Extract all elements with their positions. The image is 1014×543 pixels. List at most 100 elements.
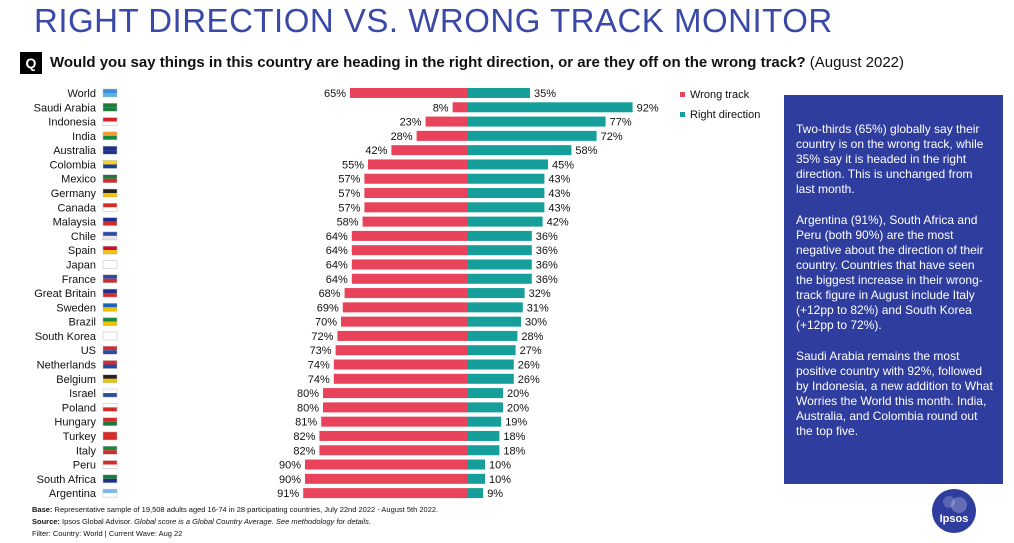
- flag-israel-icon: [102, 388, 118, 398]
- question-text: Would you say things in this country are…: [50, 54, 904, 71]
- flag-bottom-italy: [103, 450, 117, 455]
- bar-wrong-mexico: [364, 173, 467, 184]
- flag-south-korea-icon: [102, 331, 118, 341]
- flag-australia-icon: [102, 145, 118, 155]
- flag-bottom-indonesia: [103, 121, 117, 126]
- bar-right-peru: [467, 459, 485, 470]
- bar-right-italy: [467, 445, 500, 456]
- flag-top-world: [103, 89, 117, 93]
- value-wrong-australia: 42%: [365, 145, 387, 157]
- flag-top-turkey: [103, 431, 117, 436]
- flag-top-colombia: [103, 160, 117, 165]
- value-wrong-south-africa: 90%: [279, 474, 301, 486]
- value-right-peru: 10%: [489, 460, 511, 472]
- bar-wrong-australia: [391, 145, 467, 156]
- flag-top-south-africa: [103, 474, 117, 479]
- footer-source-label: Source:: [32, 517, 60, 526]
- flag-bottom-canada: [103, 207, 117, 212]
- value-right-colombia: 45%: [552, 159, 574, 171]
- bar-right-germany: [467, 188, 545, 199]
- bar-right-netherlands: [467, 359, 514, 370]
- bar-wrong-japan: [351, 259, 467, 270]
- bar-wrong-malaysia: [362, 216, 467, 227]
- category-label-israel: Israel: [69, 388, 96, 400]
- flag-france-icon: [102, 274, 118, 284]
- flag-bottom-mexico: [103, 178, 117, 183]
- flag-bottom-us: [103, 350, 117, 355]
- flag-bottom-argentina: [103, 493, 117, 498]
- value-wrong-south-korea: 72%: [311, 331, 333, 343]
- value-right-chile: 36%: [536, 231, 558, 243]
- flag-sweden-icon: [102, 303, 118, 312]
- flag-turkey-icon: [102, 431, 118, 441]
- bar-right-brazil: [467, 316, 521, 327]
- value-wrong-chile: 64%: [326, 231, 348, 243]
- value-right-turkey: 18%: [503, 431, 525, 443]
- flag-spain-icon: [102, 245, 118, 255]
- value-wrong-malaysia: 58%: [337, 217, 359, 229]
- footer-source-text: Ipsos Global Advisor.: [62, 517, 133, 526]
- flag-world-icon: [102, 88, 118, 98]
- value-right-sweden: 31%: [527, 302, 549, 314]
- value-right-canada: 43%: [548, 202, 570, 214]
- bar-right-spain: [467, 245, 532, 256]
- value-wrong-canada: 57%: [338, 202, 360, 214]
- value-right-malaysia: 42%: [547, 217, 569, 229]
- value-right-australia: 58%: [575, 145, 597, 157]
- bar-right-indonesia: [467, 116, 606, 127]
- bar-wrong-south-korea: [337, 330, 467, 341]
- diverging-bar-chart: World 65% 35% Saudi Arabia 8% 92% Indonesia 23%…: [34, 88, 659, 500]
- legend-item-wrong-track: Wrong track: [680, 88, 765, 102]
- value-wrong-israel: 80%: [297, 388, 319, 400]
- bar-right-turkey: [467, 430, 500, 441]
- value-right-great-britain: 32%: [529, 288, 551, 300]
- value-right-argentina: 9%: [487, 488, 503, 500]
- ipsos-logo: Ipsos: [932, 489, 976, 533]
- bar-wrong-peru: [305, 459, 467, 470]
- flag-bottom-saudi-arabia: [103, 107, 117, 112]
- bar-right-hungary: [467, 416, 502, 427]
- value-wrong-turkey: 82%: [293, 431, 315, 443]
- value-wrong-italy: 82%: [293, 445, 315, 457]
- flag-top-australia: [103, 146, 117, 151]
- value-wrong-hungary: 81%: [295, 417, 317, 429]
- question-badge: Q: [20, 52, 42, 74]
- flag-top-chile: [103, 231, 117, 236]
- bar-wrong-italy: [319, 445, 467, 456]
- flag-top-israel: [103, 389, 117, 394]
- bar-right-south-korea: [467, 330, 518, 341]
- category-label-netherlands: Netherlands: [37, 360, 97, 372]
- flag-bottom-sweden: [103, 307, 117, 312]
- value-wrong-poland: 80%: [297, 402, 319, 414]
- flag-bottom-world: [103, 93, 117, 97]
- category-label-poland: Poland: [62, 402, 96, 414]
- value-wrong-france: 64%: [326, 274, 348, 286]
- flag-bottom-chile: [103, 235, 117, 240]
- flag-top-poland: [103, 403, 117, 408]
- bar-right-saudi-arabia: [467, 102, 633, 113]
- footer-base: Base: Representative sample of 19,508 ad…: [32, 504, 438, 516]
- bar-right-japan: [467, 259, 532, 270]
- legend-item-right-direction: Right direction: [680, 108, 765, 122]
- bar-wrong-colombia: [368, 159, 467, 170]
- legend-swatch-right: [680, 112, 685, 117]
- value-wrong-argentina: 91%: [277, 488, 299, 500]
- category-label-chile: Chile: [71, 231, 96, 243]
- category-label-hungary: Hungary: [54, 417, 96, 429]
- question-date: (August 2022): [809, 54, 905, 71]
- value-right-indonesia: 77%: [610, 117, 632, 129]
- bar-wrong-israel: [323, 388, 467, 399]
- flag-great-britain-icon: [102, 288, 118, 298]
- bar-wrong-south-africa: [305, 473, 467, 484]
- bar-right-sweden: [467, 302, 523, 313]
- flag-bottom-australia: [103, 150, 117, 155]
- flag-bottom-india: [103, 135, 117, 140]
- flag-bottom-japan: [103, 264, 117, 269]
- flag-bottom-brazil: [103, 321, 117, 326]
- category-label-world: World: [67, 88, 96, 100]
- footer-base-text: Representative sample of 19,508 adults a…: [54, 505, 439, 514]
- flag-bottom-france: [103, 278, 117, 283]
- footer-source: Source: Ipsos Global Advisor. Global sco…: [32, 516, 438, 528]
- category-label-malaysia: Malaysia: [53, 217, 97, 229]
- value-wrong-indonesia: 23%: [400, 117, 422, 129]
